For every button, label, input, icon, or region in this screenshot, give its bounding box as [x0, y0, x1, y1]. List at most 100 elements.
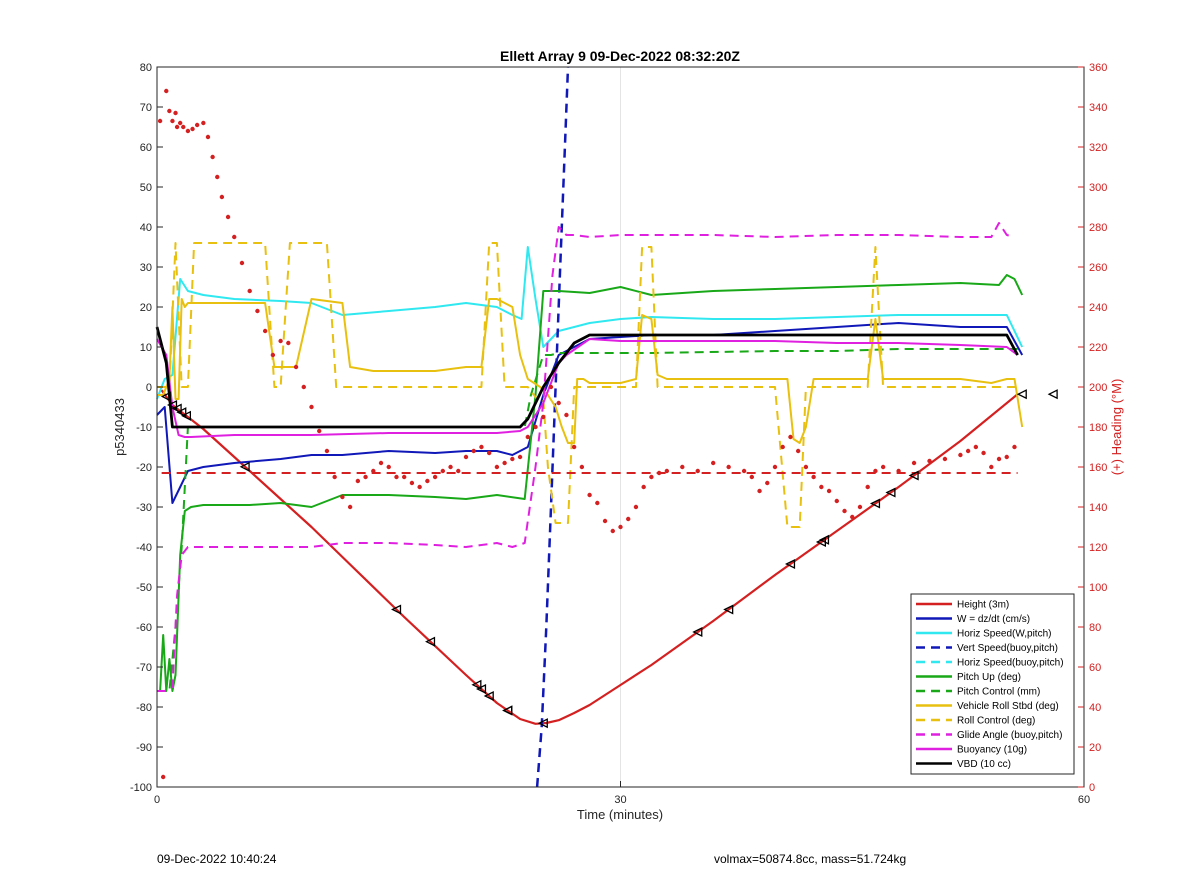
heading-point [726, 464, 731, 470]
triangle-marker [171, 403, 182, 414]
heading-point [185, 128, 191, 134]
y2-tick-label: 80 [1089, 622, 1101, 634]
heading-point [641, 484, 646, 490]
y2-tick-label: 200 [1089, 382, 1107, 394]
heading-point [564, 412, 569, 418]
heading-point [633, 504, 639, 510]
left-axis: -100-90-80-70-60-50-40-30-20-10010203040… [130, 62, 163, 794]
heading-point [942, 456, 948, 462]
heading-point [386, 464, 391, 470]
y-tick-label: -10 [136, 422, 152, 434]
heading-point [409, 480, 415, 486]
chart-title: Ellett Array 9 09-Dec-2022 08:32:20Z [500, 48, 740, 64]
heading-point [486, 450, 492, 456]
heading-point [355, 478, 361, 484]
legend-label: VBD (10 cc) [957, 759, 1011, 770]
triangle-marker [391, 604, 402, 615]
triangle-marker [475, 683, 487, 695]
y-tick-label: 70 [140, 102, 152, 114]
triangle-marker [723, 604, 734, 615]
legend-label: Pitch Control (mm) [957, 687, 1040, 698]
y-tick-label: 0 [146, 382, 152, 394]
heading-point [432, 474, 438, 480]
heading-point [174, 124, 180, 130]
footer-volmax-mass: volmax=50874.8cc, mass=51.724kg [714, 852, 907, 866]
triangle-marker [869, 498, 881, 509]
heading-point [865, 484, 870, 490]
y2-tick-label: 180 [1089, 422, 1107, 434]
triangle-marker [483, 690, 494, 702]
triangle-marker [818, 534, 830, 545]
heading-point [803, 464, 809, 470]
heading-point [857, 504, 863, 510]
triangle-marker [471, 679, 482, 690]
heading-point [463, 454, 469, 460]
heading-point [541, 414, 546, 420]
heading-point [247, 288, 252, 294]
y2-tick-label: 320 [1089, 142, 1107, 154]
x-axis-label: Time (minutes) [577, 807, 663, 822]
heading-point [579, 464, 585, 470]
y-tick-label: 30 [140, 262, 152, 274]
heading-point [780, 444, 785, 450]
heading-point [973, 444, 979, 450]
heading-point [219, 194, 225, 200]
y2-tick-label: 120 [1089, 542, 1107, 554]
y2-tick-label: 300 [1089, 182, 1107, 194]
marker-layer [160, 389, 1058, 729]
y-tick-label: -40 [136, 542, 152, 554]
triangle-marker [502, 705, 513, 716]
x-axis: 0 30 60 [154, 781, 1090, 806]
heading-point [1004, 454, 1009, 460]
heading-point [834, 498, 839, 504]
heading-point [548, 384, 554, 390]
heading-point [850, 514, 855, 520]
heading-point [517, 454, 523, 460]
y-tick-label: -50 [136, 582, 152, 594]
legend-label: Height (3m) [957, 600, 1009, 611]
heading-point [1012, 444, 1017, 450]
x-tick-label: 60 [1078, 794, 1090, 806]
legend-label: W = dz/dt (cm/s) [957, 614, 1030, 625]
heading-point [371, 468, 376, 474]
heading-point [286, 340, 291, 346]
right-axis: 0 20 40 60 80 100 120 140 160 180 200 220 240 260 280 3… [1078, 62, 1107, 794]
y2-tick-label: 220 [1089, 342, 1107, 354]
heading-point [656, 470, 662, 476]
heading-point [324, 448, 330, 454]
heading-point [177, 120, 183, 126]
triangle-marker [180, 410, 192, 421]
legend-label: Vert Speed(buoy,pitch) [957, 643, 1058, 654]
heading-point [378, 460, 384, 466]
heading-point [958, 452, 963, 458]
y2-tick-label: 240 [1089, 302, 1107, 314]
heading-point [494, 464, 500, 470]
heading-point [181, 124, 186, 130]
y2-tick-label: 100 [1089, 582, 1107, 594]
y-tick-label: 40 [140, 222, 152, 234]
series-line-10 [156, 338, 1019, 438]
heading-point [819, 484, 824, 490]
triangle-marker [166, 399, 178, 411]
heading-point [210, 154, 215, 160]
heading-point [595, 500, 600, 506]
heading-point [602, 518, 608, 524]
y-tick-label: 60 [140, 142, 152, 154]
triangle-marker [1047, 389, 1058, 400]
heading-point [896, 468, 901, 474]
heading-point [533, 424, 538, 430]
heading-point [664, 468, 670, 474]
triangle-marker [908, 470, 919, 481]
heading-point [618, 524, 623, 530]
heading-point [795, 448, 801, 454]
heading-point [402, 474, 407, 480]
y-tick-label: 20 [140, 302, 152, 314]
heading-point [695, 468, 700, 474]
y-tick-label: -20 [136, 462, 152, 474]
legend-label: Vehicle Roll Stbd (deg) [957, 701, 1059, 712]
heading-point [340, 494, 345, 500]
series-line-9 [157, 222, 1015, 692]
series-line-8 [157, 242, 1018, 528]
y-tick-label: -70 [136, 662, 152, 674]
triangle-marker [885, 487, 896, 498]
